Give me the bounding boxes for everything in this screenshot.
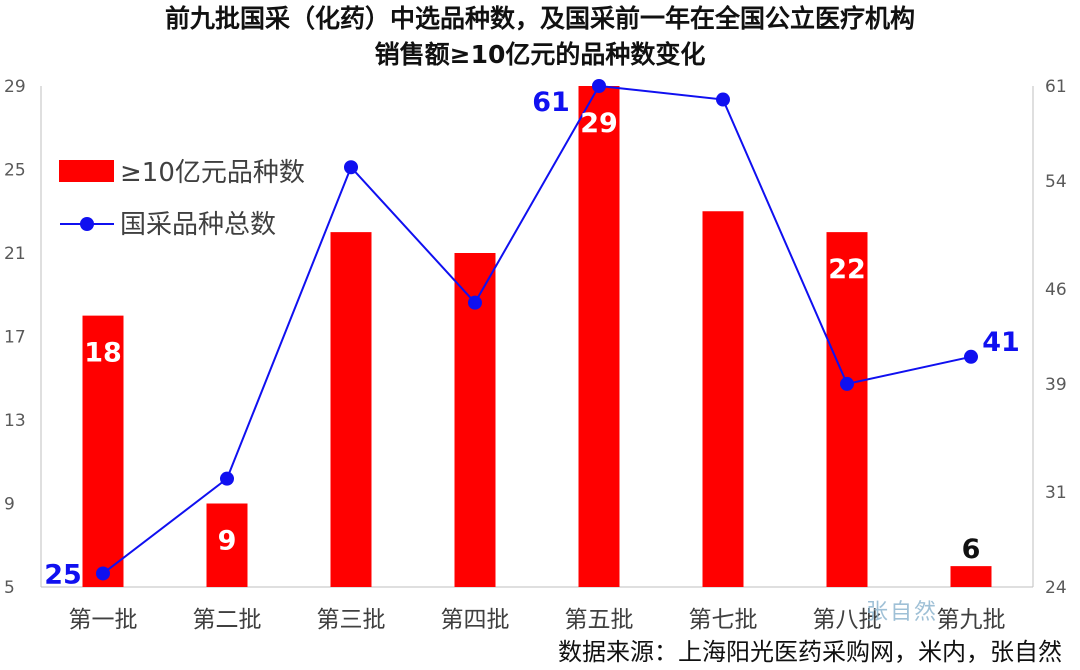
left-tick-label: 25: [4, 161, 26, 181]
bar: [578, 86, 620, 587]
source-note: 数据来源：上海阳光医药采购网，米内，张自然: [558, 638, 1062, 666]
bar: [826, 232, 868, 587]
x-tick-label: 第二批: [193, 607, 262, 633]
x-tick-label: 第七批: [689, 607, 758, 633]
left-tick-label: 21: [4, 244, 26, 264]
line-point: [344, 160, 358, 175]
line-data-label: 25: [44, 559, 82, 590]
x-tick-label: 第九批: [937, 607, 1006, 633]
left-tick-label: 5: [4, 578, 15, 598]
left-tick-label: 29: [4, 77, 26, 97]
series-line: [102, 84, 972, 575]
legend-bar-swatch: [59, 160, 114, 182]
chart-title-line1: 前九批国采（化药）中选品种数，及国采前一年在全国公立医疗机构: [164, 4, 915, 33]
line-point: [964, 349, 978, 364]
x-tick-label: 第三批: [317, 607, 386, 633]
bar: [206, 503, 248, 587]
bar: [82, 315, 124, 587]
bar-data-label: 18: [84, 338, 122, 369]
x-tick-label: 第八批: [813, 607, 882, 633]
right-tick-label: 46: [1045, 280, 1067, 300]
right-tick-label: 31: [1045, 483, 1067, 503]
legend-line-marker: [80, 217, 94, 231]
x-tick-label: 第四批: [441, 607, 510, 633]
line-point: [592, 79, 606, 93]
chart-title-line2: 销售额≥10亿元的品种数变化: [374, 40, 706, 69]
right-tick-label: 54: [1045, 172, 1067, 192]
line-point: [716, 92, 730, 107]
line-point: [468, 295, 482, 310]
bar: [330, 232, 372, 587]
bar-data-label: 9: [218, 526, 237, 557]
left-tick-label: 13: [4, 411, 26, 431]
legend-line-label: 国采品种总数: [120, 210, 276, 240]
line-data-label: 41: [982, 327, 1020, 358]
bar: [950, 566, 992, 587]
legend-bar-label: ≥10亿元品种数: [120, 158, 305, 188]
x-tick-label: 第一批: [69, 607, 138, 633]
right-tick-label: 24: [1045, 578, 1067, 598]
bar: [702, 211, 744, 587]
left-tick-label: 9: [4, 495, 15, 515]
line-point: [840, 376, 854, 391]
right-tick-label: 61: [1045, 77, 1067, 97]
x-tick-label: 第五批: [565, 607, 634, 633]
line-point: [96, 566, 110, 581]
bar-data-label: 22: [828, 254, 866, 285]
right-tick-label: 39: [1045, 375, 1067, 395]
line-point: [220, 471, 234, 486]
bar-data-label: 29: [580, 108, 618, 139]
bar-data-label: 6: [962, 534, 981, 565]
left-tick-label: 17: [4, 328, 26, 348]
watermark: 张自然: [866, 600, 939, 625]
line-data-label: 61: [532, 87, 570, 118]
